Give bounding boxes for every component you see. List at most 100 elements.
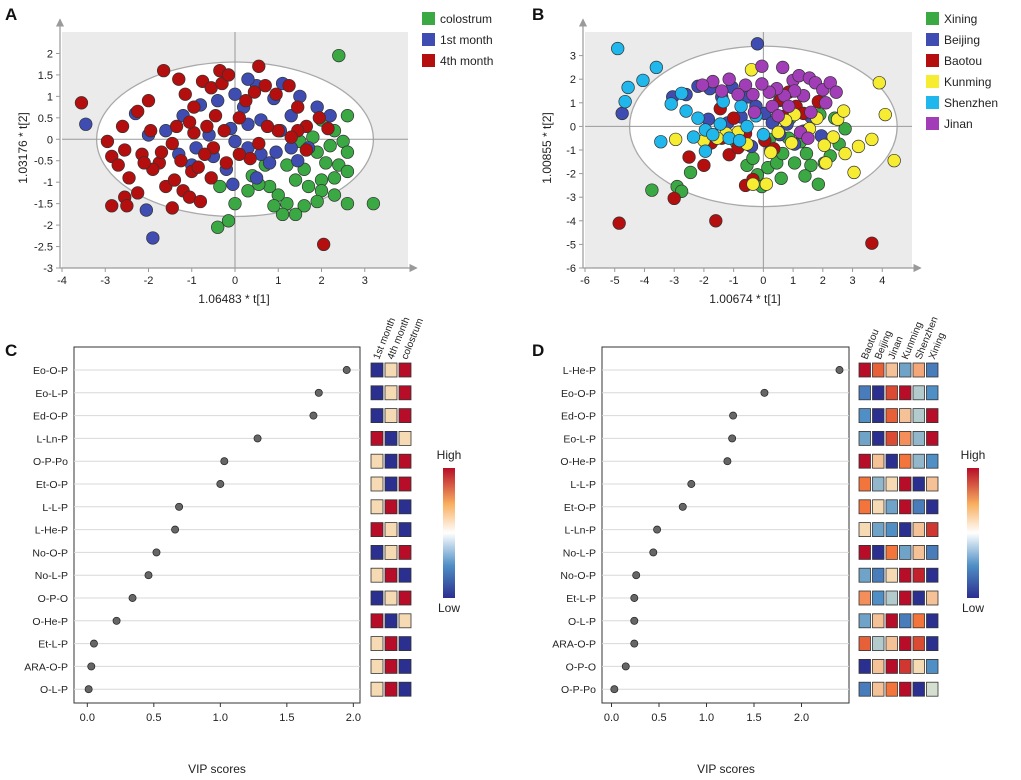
panel-b-y-tick-label: 1 <box>570 98 576 110</box>
panel-d-heatmap-cell <box>885 499 898 515</box>
panel-d-vip-point <box>630 639 639 648</box>
panel-b-point-xining <box>838 122 852 136</box>
panel-c-heatmap-cell <box>370 453 384 469</box>
panel-d-row-label: L-Ln-P <box>564 525 596 537</box>
panel-d-heatmap-cell <box>872 385 885 401</box>
panel-b-point-kunming <box>847 165 861 180</box>
panel-a-point-4th-month <box>299 143 314 157</box>
panel-a-x-tick-label: -1 <box>187 275 197 287</box>
panel-b-point-jinan <box>829 85 843 99</box>
panel-c-heatmap-cell <box>384 613 398 629</box>
panel-a-point-4th-month <box>193 194 208 209</box>
panel-a-point-colostrum <box>275 207 290 222</box>
panel-d-heatmap-cell <box>858 613 871 629</box>
panel-d-vip-point <box>678 502 687 511</box>
panel-b-point-jinan <box>755 59 769 73</box>
panel-d-vip-point <box>653 525 662 534</box>
panel-c-heatmap-cell <box>384 453 398 469</box>
panel-b-point-xining <box>746 151 760 165</box>
panel-d-heatmap-cell <box>926 362 939 378</box>
panel-d-heatmap-cell <box>858 636 871 651</box>
panel-d-heatmap-cell <box>899 362 912 378</box>
panel-d-heatmap-cell <box>858 567 871 583</box>
panel-b-point-kunming <box>878 107 892 122</box>
panel-c-vip-point <box>216 480 225 488</box>
panel-b-point-jinan <box>715 84 729 98</box>
panel-a-point-1st-month <box>139 203 153 217</box>
panel-c-colorbar <box>443 468 455 598</box>
panel-d-heatmap-cell <box>912 659 925 674</box>
panel-d-row-label: No-L-P <box>563 547 596 559</box>
panel-a-point-4th-month <box>291 100 305 114</box>
panel-b-legend-swatch <box>926 12 939 25</box>
panel-a-point-4th-month <box>208 109 223 123</box>
panel-a-y-tick-label: -1.5 <box>34 199 53 211</box>
panel-c-heatmap-cell <box>398 476 412 492</box>
panel-c-colorbar-low: Low <box>438 601 460 615</box>
panel-a-point-4th-month <box>100 134 115 149</box>
panel-a-point-4th-month <box>252 136 266 151</box>
panel-c-vip-point <box>171 525 180 534</box>
panel-a-x-tick-label: -4 <box>57 275 67 287</box>
panel-c-heatmap-cell <box>384 636 398 651</box>
panel-d-heatmap-cell <box>885 476 898 492</box>
panel-b-y-tick-label: 3 <box>570 51 576 63</box>
panel-c-heatmap-cell <box>384 430 398 446</box>
panel-b-point-kunming <box>851 139 866 154</box>
panel-c-vip-point <box>220 457 229 466</box>
panel-b-point-jinan <box>801 131 815 145</box>
panel-c-heatmap-cell <box>398 362 412 378</box>
panel-d-heatmap-cell <box>858 453 871 469</box>
panel-d-colorbar <box>967 468 979 598</box>
panel-b-point-kunming <box>784 136 799 150</box>
panel-c-row-label: O-L-P <box>40 684 68 696</box>
panel-d-heatmap-cell <box>885 567 898 583</box>
panel-a-point-1st-month <box>226 177 240 191</box>
panel-d-heatmap-cell <box>899 590 912 606</box>
panel-a-point-colostrum <box>340 196 355 211</box>
panel-b-legend-label: Shenzhen <box>944 96 998 110</box>
panel-b-x-tick-label: 3 <box>849 275 855 287</box>
panel-a-point-1st-month <box>323 109 337 123</box>
panel-d-row-label: ARA-O-P <box>552 639 596 651</box>
panel-a-point-4th-month <box>260 119 275 134</box>
panel-b-point-kunming <box>838 146 852 161</box>
panel-a-point-4th-month <box>284 130 298 144</box>
panel-d-heatmap-cell <box>926 567 939 583</box>
panel-a-point-4th-month <box>137 156 151 170</box>
panel-b-y-tick-label: -5 <box>566 239 576 251</box>
panel-d-heatmap-cell <box>912 545 925 560</box>
panel-a-point-4th-month <box>118 143 132 157</box>
panel-b-point-shenzhen <box>691 111 705 125</box>
panel-a-point-4th-month <box>321 121 335 136</box>
panel-c-x-tick-label: 0.0 <box>80 712 95 724</box>
panel-d-heatmap-cell <box>912 522 925 537</box>
panel-d-row-label: O-P-Po <box>561 684 596 696</box>
panel-a-point-4th-month <box>131 104 145 119</box>
panel-b-y-tick-label: -2 <box>566 169 576 181</box>
panel-d-row-label: O-He-P <box>560 456 596 468</box>
panel-d-heatmap-cell <box>926 430 939 446</box>
panel-b-x-tick-label: -4 <box>640 275 650 287</box>
panel-d-vip-point <box>621 662 630 671</box>
panel-a-point-1st-month <box>249 171 264 185</box>
panel-b-legend-swatch <box>926 33 939 46</box>
panel-a-point-4th-month <box>258 78 272 93</box>
panel-c-heatmap-cell <box>398 453 412 469</box>
panel-c-heatmap-cell <box>370 659 384 674</box>
panel-d-heatmap-cell <box>858 545 871 560</box>
panel-a-point-colostrum <box>228 196 242 211</box>
panel-b-point-shenzhen <box>654 135 668 149</box>
panel-c-vip-point <box>87 662 96 671</box>
panel-b-point-xining <box>804 158 818 172</box>
panel-a-point-1st-month <box>310 100 324 114</box>
panel-d-row-label: O-L-P <box>568 616 596 628</box>
panel-a-point-4th-month <box>165 201 179 215</box>
panel-b-x-tick-label: 2 <box>820 275 826 287</box>
panel-b-x-tick-label: 0 <box>760 275 766 287</box>
panel-a-point-4th-month <box>122 171 136 185</box>
panel-c-colorbar-high: High <box>437 448 462 462</box>
panel-a-point-4th-month <box>144 124 158 138</box>
panel-b-point-jinan <box>819 96 833 110</box>
